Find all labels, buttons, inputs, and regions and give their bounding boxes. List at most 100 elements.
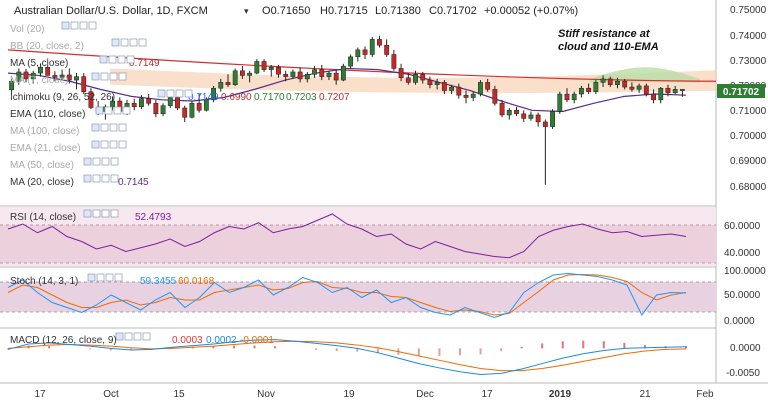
legend-control-icon[interactable] <box>109 140 118 149</box>
legend-control-icon[interactable] <box>118 123 127 132</box>
legend-control-icon[interactable] <box>114 273 123 282</box>
legend-control-icon[interactable] <box>108 55 117 64</box>
candle-body <box>312 69 317 75</box>
rsi-path <box>7 213 687 259</box>
legend-control-icon[interactable] <box>142 332 151 341</box>
legend-control-icon[interactable] <box>133 332 142 341</box>
legend-control-icon[interactable] <box>83 209 92 218</box>
stoch-label[interactable]: Stoch (14, 3, 1) <box>10 276 78 287</box>
legend-control-icon[interactable] <box>111 38 120 47</box>
legend-control-icon[interactable] <box>110 174 119 183</box>
legend-control-icon[interactable] <box>120 38 129 47</box>
candle-body <box>362 49 368 55</box>
candle-body <box>384 44 390 55</box>
legend-control-icon[interactable] <box>175 89 184 98</box>
ohlc-low: L0.71380 <box>375 5 421 17</box>
legend-control-icon[interactable] <box>100 140 109 149</box>
legend-control-icon[interactable] <box>87 273 96 282</box>
candle-body <box>672 89 678 94</box>
indicator-ma5[interactable]: MA (5, close) <box>10 58 68 69</box>
legend-control-icon[interactable] <box>118 140 127 149</box>
candle-body <box>268 67 274 70</box>
legend-control-icon[interactable] <box>105 273 114 282</box>
legend-control-icon[interactable] <box>101 209 110 218</box>
legend-control-icon[interactable] <box>79 21 88 30</box>
price-tick: 0.71000 <box>730 106 767 117</box>
legend-control-icon[interactable] <box>104 106 113 115</box>
candle-body <box>88 91 94 108</box>
legend-control-icon[interactable] <box>110 157 119 166</box>
legend-control-icon[interactable] <box>101 174 110 183</box>
legend-control-icon[interactable] <box>88 21 97 30</box>
indicator-ema110[interactable]: EMA (110, close) <box>10 109 85 120</box>
legend-control-icon[interactable] <box>91 140 100 149</box>
rsi-label[interactable]: RSI (14, close) <box>10 212 76 223</box>
stoch-k-path <box>7 272 687 319</box>
macd-tick: -0.0050 <box>726 368 760 379</box>
indicator-bb[interactable]: BB (20, close, 2) <box>10 41 84 52</box>
candle-body <box>398 68 404 78</box>
time-label: Oct <box>103 389 119 400</box>
legend-control-icon[interactable] <box>96 273 105 282</box>
legend-control-icon[interactable] <box>184 89 193 98</box>
symbol-dropdown-icon[interactable]: ▾ <box>244 6 249 16</box>
candle-body <box>196 103 202 111</box>
legend-control-icon[interactable] <box>129 38 138 47</box>
legend-control-icon[interactable] <box>100 123 109 132</box>
macd-tick: 0.0000 <box>730 343 761 354</box>
legend-control-icon[interactable] <box>61 21 70 30</box>
legend-control-icon[interactable] <box>83 174 92 183</box>
legend-control-icon[interactable] <box>126 55 135 64</box>
candle-body <box>600 78 606 83</box>
indicator-ema21[interactable]: EMA (21, close) <box>10 143 81 154</box>
legend-control-icon[interactable] <box>109 123 118 132</box>
candle-body <box>643 85 649 95</box>
legend-control-icon[interactable] <box>95 106 104 115</box>
legend-control-icon[interactable] <box>110 209 119 218</box>
indicator-ichimoku[interactable]: Ichimoku (9, 26, 52, 26) <box>10 92 115 103</box>
candle-body <box>9 80 15 91</box>
indicator-ma7[interactable]: MA (7, close) <box>10 75 68 86</box>
legend-control-icon[interactable] <box>113 106 122 115</box>
legend-control-icon[interactable] <box>92 174 101 183</box>
legend-control-icon[interactable] <box>118 72 127 81</box>
legend-control-icon[interactable] <box>83 157 92 166</box>
legend-control-icon[interactable] <box>109 72 118 81</box>
rsi-line <box>7 213 687 259</box>
legend-control-icon[interactable] <box>122 106 131 115</box>
legend-control-icon[interactable] <box>99 55 108 64</box>
indicator-ma100[interactable]: MA (100, close) <box>10 126 79 137</box>
candle-body <box>175 97 180 109</box>
candle-body <box>658 87 664 101</box>
legend-control-icon[interactable] <box>124 332 133 341</box>
macd-signal-path <box>7 340 687 372</box>
legend-control-icon[interactable] <box>115 332 124 341</box>
legend-control-icon[interactable] <box>92 157 101 166</box>
indicator-ma20[interactable]: MA (20, close) <box>10 177 74 188</box>
stoch-k-value: 59.3455 <box>140 276 177 287</box>
candle-body <box>514 110 519 115</box>
candle-body <box>607 78 613 85</box>
indicator-ma50[interactable]: MA (50, close) <box>10 160 74 171</box>
legend-control-icon[interactable] <box>92 209 101 218</box>
legend-controls[interactable] <box>61 21 193 341</box>
legend-control-icon[interactable] <box>91 72 100 81</box>
ema-110-line <box>7 49 717 82</box>
indicator-vol[interactable]: Vol (20) <box>10 24 44 35</box>
legend-control-icon[interactable] <box>117 55 126 64</box>
candle-body <box>203 99 209 111</box>
current-price-label: 0.71702 <box>723 87 760 98</box>
legend-control-icon[interactable] <box>166 89 175 98</box>
candle-body <box>333 72 339 81</box>
legend-control-icon[interactable] <box>70 21 79 30</box>
legend-control-icon[interactable] <box>91 123 100 132</box>
candle-body <box>564 93 570 101</box>
legend-control-icon[interactable] <box>100 72 109 81</box>
macd-label[interactable]: MACD (12, 26, close, 9) <box>10 335 117 346</box>
time-label: 17 <box>481 389 493 400</box>
candle-body <box>355 49 361 58</box>
legend-control-icon[interactable] <box>138 38 147 47</box>
candle-body <box>167 97 173 106</box>
legend-control-icon[interactable] <box>157 89 166 98</box>
legend-control-icon[interactable] <box>101 157 110 166</box>
